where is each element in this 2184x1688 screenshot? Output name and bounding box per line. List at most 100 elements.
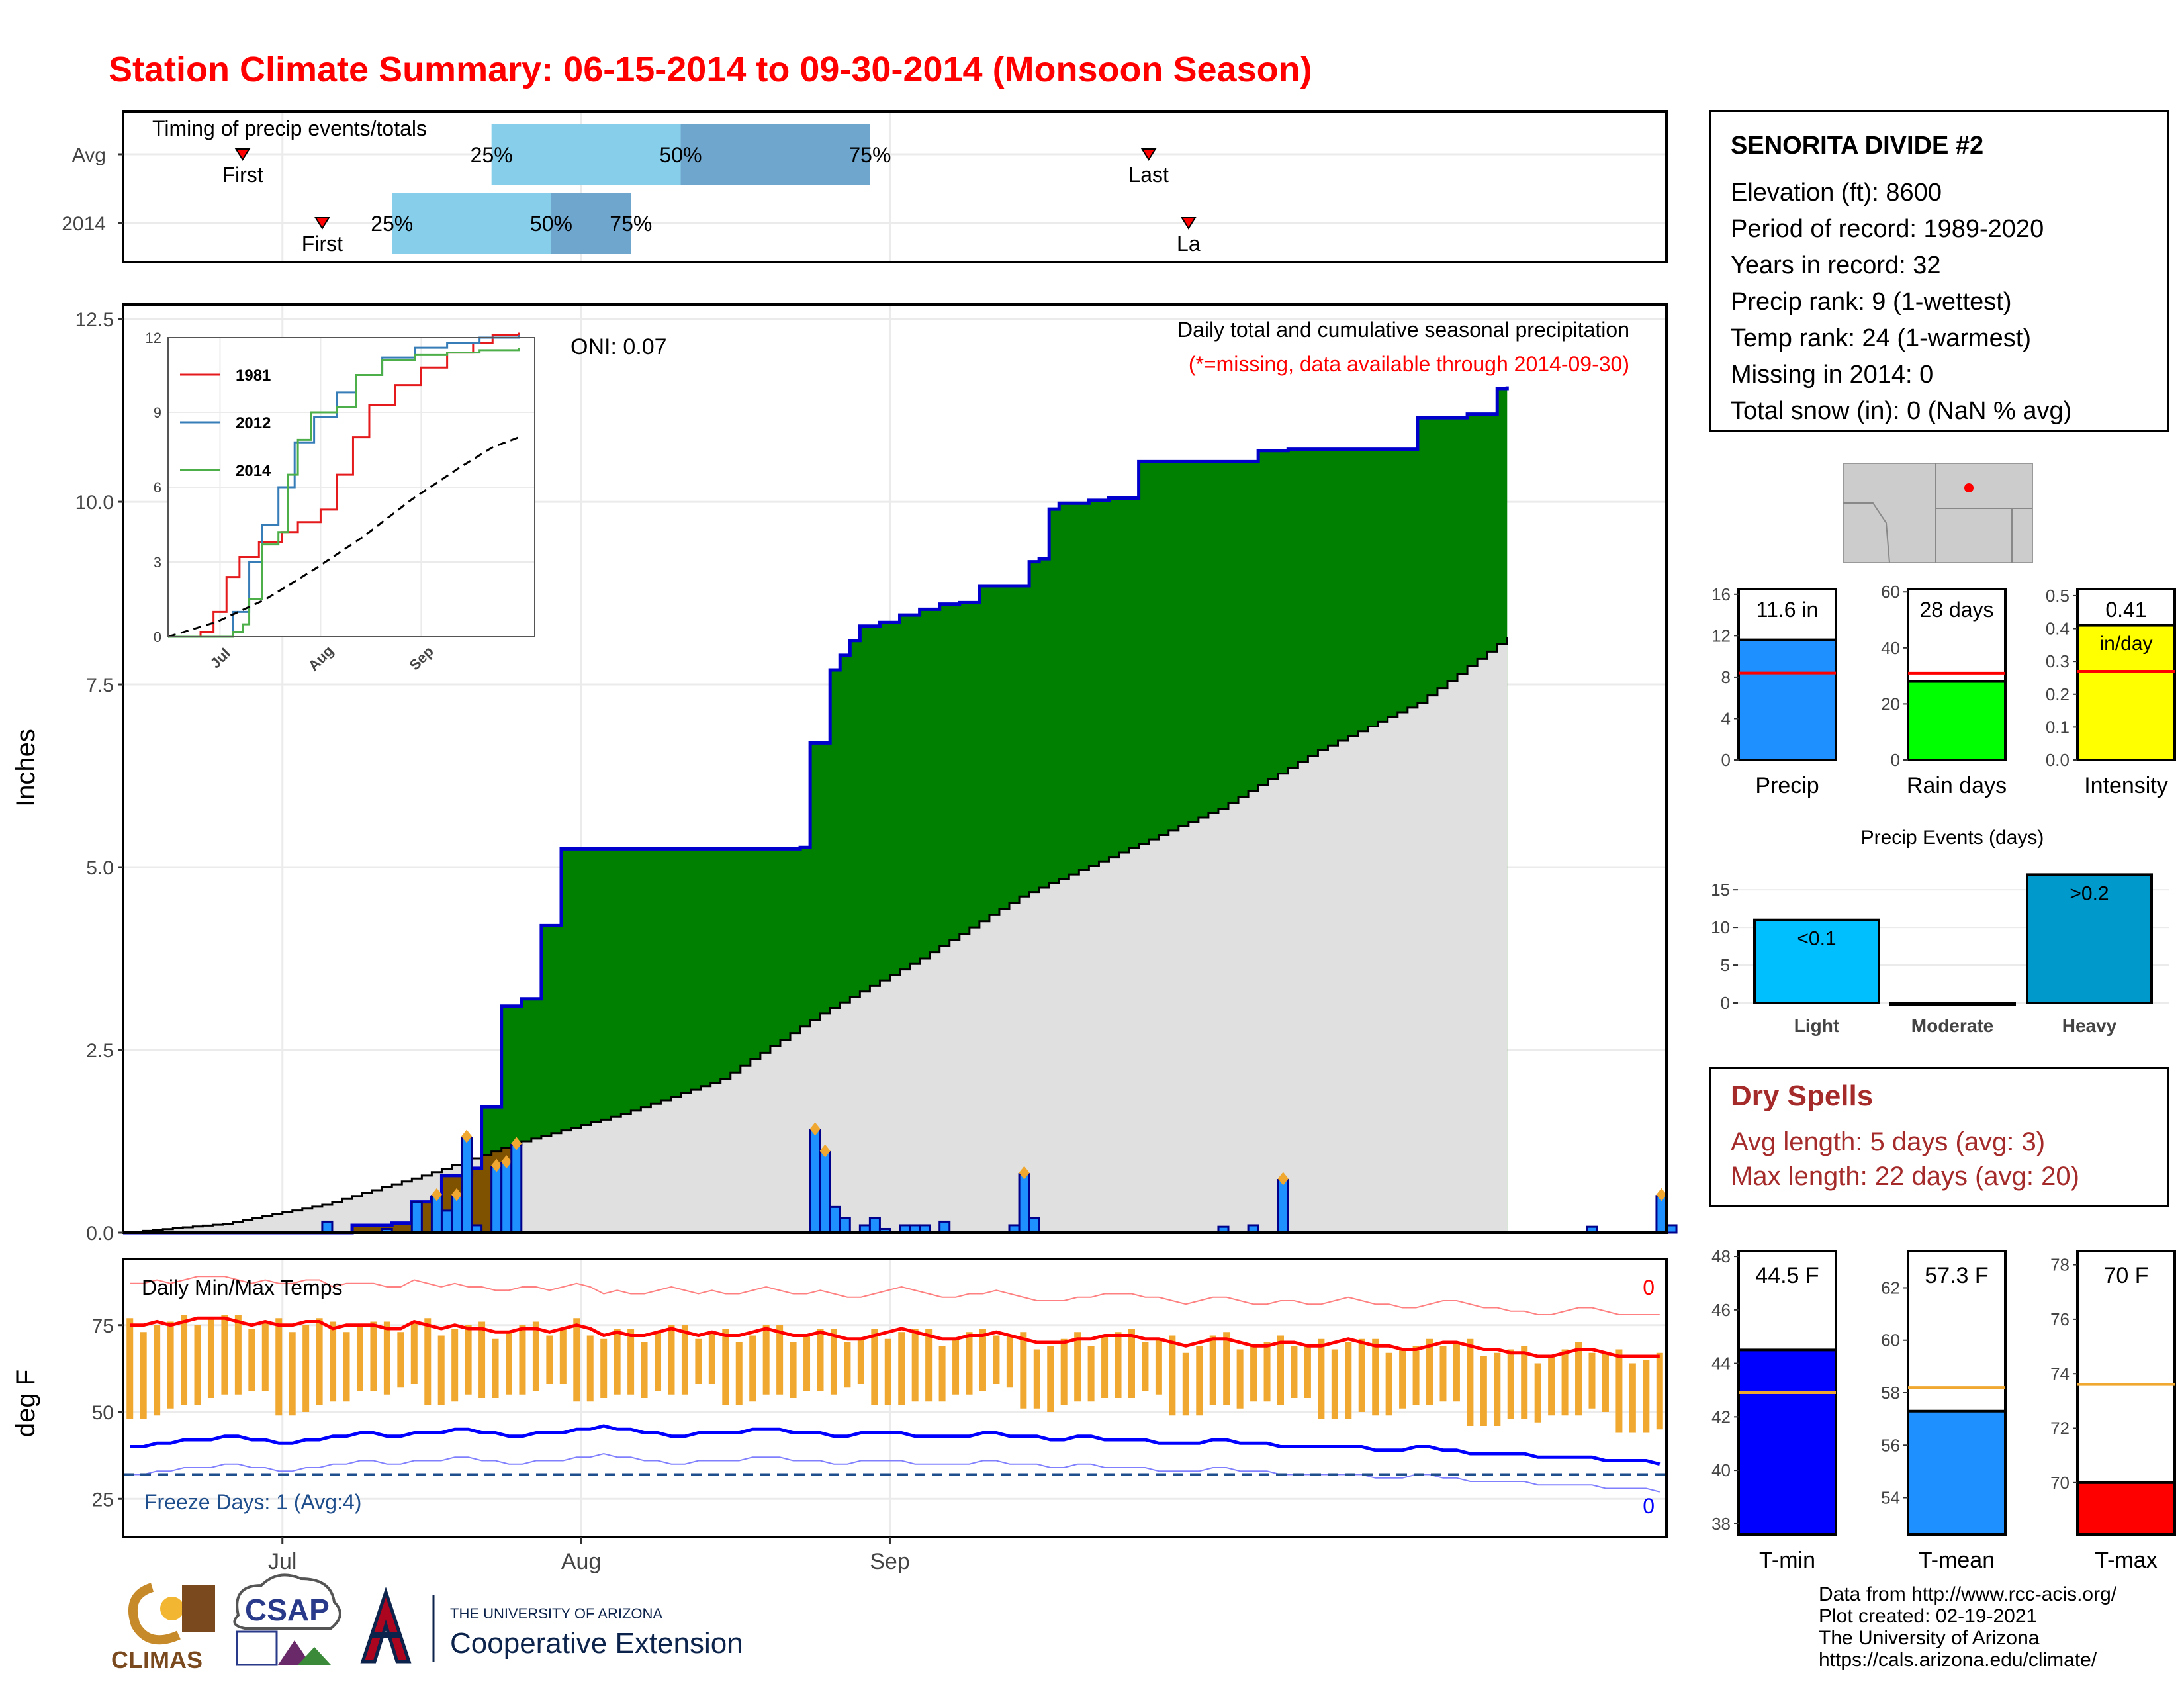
station-info-line: Total snow (in): 0 (NaN % avg) (1731, 397, 2072, 425)
events-category-label: Moderate (1911, 1015, 1993, 1036)
daily-temp-range-bar (1182, 1352, 1189, 1416)
daily-temp-range-bar (938, 1346, 946, 1402)
timing-panel: 25% 50% 75% First Last 25% 50% 75% First La Timin… (62, 110, 1668, 263)
temp-bar-tick-label: 40 (1711, 1460, 1731, 1480)
daily-temp-range-bar (559, 1329, 567, 1384)
bar-diamond-marker (1019, 1166, 1030, 1180)
temp-bar-value: 70 F (2103, 1263, 2148, 1288)
y-tick-label: 7.5 (86, 675, 114, 696)
temp-bar-tick-label: 46 (1711, 1300, 1731, 1320)
summary-bar-tick-label: 0 (1721, 750, 1731, 770)
bar-diamond-marker (451, 1188, 463, 1201)
daily-temp-range-bar (140, 1332, 147, 1419)
summary-bar-tick-label: 16 (1711, 585, 1731, 604)
daily-temp-range-bar (1263, 1342, 1271, 1402)
average-area (123, 637, 1508, 1233)
credit-line: Data from http://www.rcc-acis.org/ (1819, 1583, 2117, 1605)
min-count-label: 0 (1643, 1494, 1655, 1518)
events-tick-label: 0 (1721, 993, 1730, 1013)
daily-precip-bar (1028, 1217, 1040, 1234)
y-tick-label: 12.5 (75, 309, 114, 331)
daily-temp-range-bar (749, 1335, 756, 1402)
legend-label: 1981 (236, 367, 271, 385)
daily-precip-bar (809, 1129, 821, 1234)
summary-bar-tick-label: 60 (1881, 582, 1900, 602)
bar-diamond-marker (431, 1188, 442, 1201)
temp-label: Daily Min/Max Temps (142, 1276, 342, 1299)
precip-ylabel: Inches (11, 729, 40, 807)
daily-temp-range-bar (641, 1342, 648, 1398)
daily-precip-bar (938, 1220, 951, 1234)
daily-temp-range-bar (790, 1342, 797, 1398)
timing-marker-label: First (302, 232, 343, 256)
daily-temp-range-bar (1602, 1352, 1609, 1412)
events-category-label: Light (1794, 1015, 1839, 1036)
daily-precip-bar (510, 1144, 523, 1234)
daily-temp-range-bar (857, 1338, 864, 1384)
daily-temp-range-bar (302, 1325, 310, 1412)
daily-temp-range-bar (275, 1318, 283, 1416)
credit-line: https://cals.arizona.edu/climate/ (1819, 1649, 2097, 1671)
daily-temp-range-bar (776, 1325, 784, 1395)
summary-bar-value: 0.41 (2105, 598, 2146, 622)
bar-diamond-marker (1656, 1188, 1667, 1201)
daily-temp-range-bar (722, 1329, 729, 1405)
daily-temp-range-bar (803, 1335, 811, 1391)
y-tick-label: 75 (92, 1315, 114, 1337)
bar-diamond-marker (809, 1122, 821, 1136)
daily-temp-range-bar (506, 1332, 512, 1395)
average-line (123, 637, 1508, 1234)
daily-temp-range-bar (911, 1329, 919, 1402)
daily-temp-range-bar (1629, 1363, 1636, 1433)
inset-average-line (167, 436, 520, 638)
record-low-line (130, 1452, 1661, 1493)
daily-temp-range-bar (1548, 1356, 1555, 1416)
daily-temp-range-bar (1453, 1342, 1460, 1402)
daily-precip-bar (1655, 1195, 1668, 1234)
precip-events-chart: Precip Events (days) <0.1 Light Moderate >0… (1711, 827, 2169, 1036)
daily-temp-range-bar (925, 1329, 933, 1402)
daily-precip-bar (410, 1201, 423, 1234)
daily-temp-range-bar (1656, 1352, 1663, 1430)
daily-temp-range-bar (248, 1329, 255, 1391)
daily-temp-range-bar (330, 1321, 337, 1402)
temp-bar-xlabel: T-min (1759, 1548, 1815, 1573)
max-count-label: 0 (1643, 1276, 1655, 1299)
temp-bar-tick-label: 78 (2050, 1255, 2070, 1275)
station-info-line: Missing in 2014: 0 (1731, 361, 1934, 389)
daily-precip-bar (819, 1151, 831, 1234)
daily-temp-range-bar (844, 1342, 851, 1388)
temp-bar-tick-label: 38 (1711, 1514, 1731, 1534)
daily-temp-range-bar (1020, 1332, 1027, 1409)
events-bar-label: >0.2 (2070, 882, 2109, 904)
daily-temp-range-bar (1331, 1349, 1338, 1419)
summary-bar-tick-label: 40 (1881, 638, 1900, 658)
inset-series-line (168, 348, 520, 638)
y-tick-label: 5.0 (86, 857, 114, 879)
station-name: SENORITA DIVIDE #2 (1731, 132, 1984, 160)
summary-bar-fill (1907, 680, 2007, 761)
timing-marker-label: First (222, 163, 263, 187)
locator-map (1843, 463, 2033, 563)
timing-row-label: 2014 (62, 213, 106, 235)
daily-temp-range-bar (316, 1318, 323, 1405)
daily-temp-range-bar (410, 1321, 418, 1384)
x-tick-label: Sep (870, 1549, 910, 1574)
record-high-line (130, 1276, 1660, 1315)
timing-bar-q1 (392, 193, 551, 254)
summary-bar-tick-label: 8 (1721, 667, 1731, 687)
daily-temp-range-bar (1534, 1363, 1541, 1423)
temp-bar-tick-label: 76 (2050, 1309, 2070, 1329)
inset-y-tick-label: 6 (154, 479, 161, 496)
summary-bar-value: 28 days (1919, 598, 1993, 622)
station-info-line: Temp rank: 24 (1-warmest) (1731, 324, 2032, 352)
daily-temp-range-bar (1277, 1335, 1284, 1405)
x-tick-label: Aug (561, 1549, 602, 1574)
timing-row-label: Avg (72, 144, 106, 166)
station-info-line: Period of record: 1989-2020 (1731, 215, 2044, 243)
temp-ylabel: deg F (11, 1370, 40, 1437)
daily-temp-range-bar (261, 1321, 269, 1391)
daily-temp-range-bar (1575, 1342, 1582, 1416)
inset-y-tick-label: 0 (154, 629, 161, 645)
inset-series-line (168, 335, 520, 638)
